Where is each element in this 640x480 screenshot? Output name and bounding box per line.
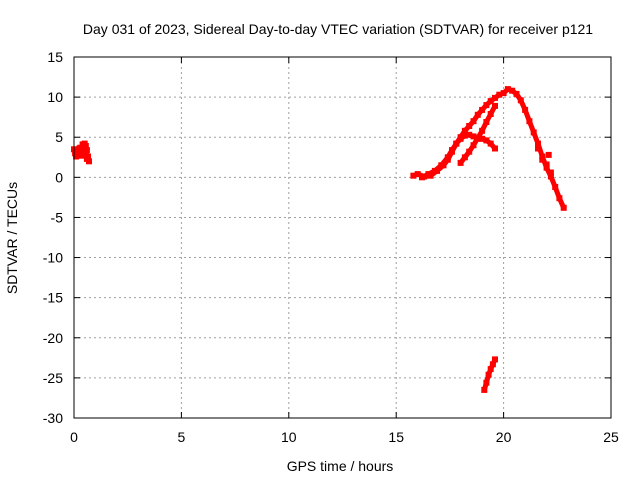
y-tick-label: 0 bbox=[55, 169, 63, 185]
x-tick-label: 25 bbox=[603, 429, 619, 445]
data-point bbox=[535, 145, 541, 152]
data-point bbox=[485, 371, 492, 378]
data-point bbox=[479, 135, 486, 142]
series-low-segment bbox=[481, 356, 498, 393]
data-point bbox=[461, 132, 468, 139]
data-point bbox=[470, 118, 477, 125]
data-point bbox=[509, 87, 516, 94]
data-point bbox=[438, 162, 445, 169]
data-point bbox=[545, 151, 552, 158]
x-tick-label: 15 bbox=[388, 429, 404, 445]
series-trace bbox=[72, 142, 91, 163]
x-axis-label: GPS time / hours bbox=[287, 458, 394, 474]
data-point bbox=[474, 135, 481, 141]
data-point bbox=[487, 98, 494, 105]
data-point bbox=[483, 137, 490, 144]
data-point bbox=[461, 154, 468, 161]
data-point bbox=[539, 156, 546, 163]
data-point bbox=[457, 159, 464, 166]
data-point bbox=[492, 356, 498, 363]
x-tick-label: 5 bbox=[178, 429, 186, 445]
data-point bbox=[492, 102, 498, 109]
data-point bbox=[483, 379, 490, 386]
y-tick-label: -15 bbox=[43, 290, 63, 306]
data-point bbox=[481, 386, 488, 393]
data-point bbox=[543, 161, 550, 168]
series-branch-upper bbox=[410, 91, 503, 180]
data-point bbox=[479, 127, 486, 134]
y-tick-label: -20 bbox=[43, 330, 63, 346]
data-point bbox=[414, 171, 421, 178]
data-point bbox=[513, 90, 520, 97]
data-point bbox=[543, 164, 550, 171]
data-point bbox=[560, 204, 567, 211]
data-point bbox=[425, 171, 432, 178]
chart-title: Day 031 of 2023, Sidereal Day-to-day VTE… bbox=[83, 21, 593, 37]
data-point bbox=[461, 127, 468, 134]
y-tick-label: -10 bbox=[43, 250, 63, 266]
data-point bbox=[470, 133, 477, 140]
series-cluster-early bbox=[71, 140, 92, 165]
data-point bbox=[547, 169, 554, 176]
x-tick-label: 20 bbox=[496, 429, 512, 445]
y-tick-label: 5 bbox=[55, 129, 63, 145]
x-tick-label: 0 bbox=[70, 429, 78, 445]
data-point bbox=[474, 111, 481, 118]
data-point bbox=[496, 91, 503, 98]
data-point bbox=[483, 102, 490, 109]
y-axis-label: SDTVAR / TECUs bbox=[4, 182, 20, 294]
data-points bbox=[71, 86, 567, 393]
data-point bbox=[431, 167, 438, 174]
data-point bbox=[487, 366, 494, 373]
data-point bbox=[479, 106, 486, 113]
data-point bbox=[449, 147, 455, 154]
data-point bbox=[487, 111, 494, 117]
series-peak-descent bbox=[500, 86, 567, 211]
grid bbox=[74, 57, 611, 418]
data-point bbox=[535, 140, 541, 147]
plot-frame bbox=[73, 56, 612, 419]
data-point bbox=[466, 123, 473, 129]
data-point bbox=[453, 140, 460, 147]
y-tick-label: -30 bbox=[43, 410, 63, 426]
y-tick-label: 10 bbox=[47, 89, 63, 105]
data-point bbox=[419, 174, 425, 181]
data-point bbox=[530, 129, 537, 136]
data-point bbox=[483, 119, 490, 125]
x-tick-label: 10 bbox=[281, 429, 297, 445]
y-tick-label: -5 bbox=[51, 209, 64, 225]
data-point bbox=[487, 140, 494, 147]
data-point bbox=[444, 154, 451, 161]
data-point bbox=[466, 148, 473, 155]
data-point bbox=[504, 86, 511, 93]
data-point bbox=[517, 97, 524, 104]
data-point bbox=[470, 142, 477, 149]
data-point bbox=[410, 172, 417, 179]
series-branch-middle bbox=[457, 102, 498, 166]
data-point bbox=[492, 145, 498, 152]
data-point bbox=[547, 173, 554, 180]
ticks: 0 5 10 15 20 25 15 10 5 0 -5 -10 -15 -20 -25 -30 bbox=[43, 49, 619, 445]
data-point bbox=[466, 131, 473, 138]
data-point bbox=[552, 184, 559, 190]
series-branch-lower bbox=[419, 131, 498, 181]
y-tick-label: -25 bbox=[43, 370, 63, 386]
data-point bbox=[526, 118, 533, 125]
data-point bbox=[556, 195, 563, 202]
data-point bbox=[539, 153, 546, 160]
data-point bbox=[522, 106, 529, 113]
series-descent-spread bbox=[535, 145, 554, 176]
data-point bbox=[492, 94, 498, 101]
data-point bbox=[457, 135, 464, 142]
y-tick-label: 15 bbox=[47, 49, 63, 65]
data-point bbox=[500, 90, 507, 97]
data-point bbox=[489, 361, 496, 368]
